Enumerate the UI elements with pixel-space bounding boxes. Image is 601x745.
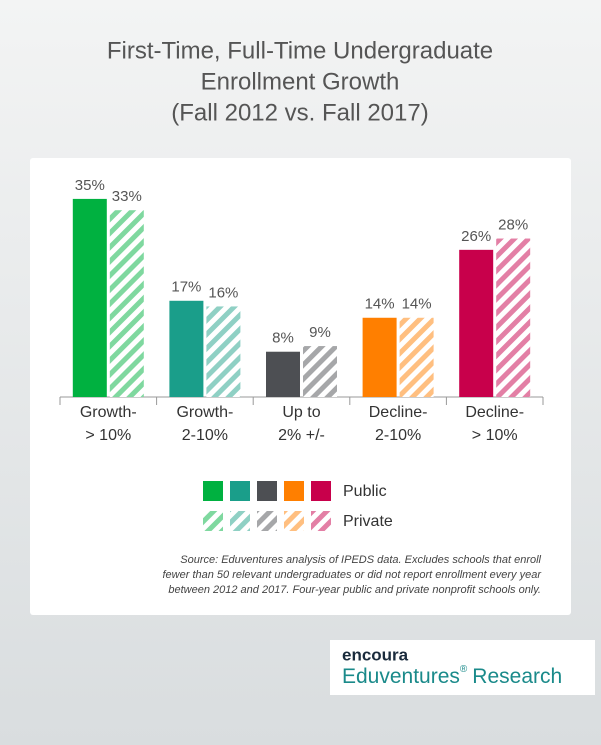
data-label: 28% — [498, 216, 528, 233]
bar — [72, 198, 107, 397]
x-tick-label: Decline- — [465, 404, 524, 421]
legend-swatch — [230, 481, 250, 501]
x-tick-label: 2-10% — [182, 427, 228, 444]
data-label: 16% — [208, 284, 238, 301]
source-note: fewer than 50 relevant undergraduates or… — [163, 569, 543, 581]
x-tick-label: > 10% — [472, 427, 518, 444]
data-label: 33% — [112, 188, 142, 205]
chart-title: (Fall 2012 vs. Fall 2017) — [171, 99, 428, 126]
legend-swatch — [257, 511, 277, 531]
bar — [399, 317, 434, 397]
legend-swatch — [230, 511, 250, 531]
x-tick-label: > 10% — [85, 427, 131, 444]
chart-panel — [30, 158, 571, 615]
legend-swatch — [284, 481, 304, 501]
source-note: between 2012 and 2017. Four-year public … — [168, 584, 541, 596]
x-tick-label: 2% +/- — [278, 427, 325, 444]
data-label: 8% — [272, 330, 294, 347]
data-label: 35% — [75, 177, 105, 194]
legend-label: Public — [343, 483, 387, 500]
chart-title: Enrollment Growth — [201, 68, 400, 95]
bar — [169, 300, 204, 397]
bar — [459, 249, 494, 397]
data-label: 17% — [171, 279, 201, 296]
bar — [303, 346, 337, 397]
logo-brand: encoura — [342, 645, 409, 664]
data-label: 9% — [309, 324, 331, 341]
data-label: 14% — [365, 296, 395, 313]
source-note: Source: Eduventures analysis of IPEDS da… — [180, 554, 541, 566]
legend-label: Private — [343, 513, 393, 530]
bar — [362, 317, 397, 397]
logo-mark: ® — [460, 664, 468, 675]
legend-swatch — [203, 511, 223, 531]
x-tick-label: Decline- — [369, 404, 428, 421]
legend-swatch — [203, 481, 223, 501]
logo-org: Eduventures — [342, 665, 460, 688]
legend-swatch — [311, 511, 331, 531]
bar — [266, 351, 300, 397]
bar — [109, 210, 144, 397]
x-tick-label: Growth- — [80, 404, 137, 421]
x-tick-label: Growth- — [176, 404, 233, 421]
chart-title: First-Time, Full-Time Undergraduate — [107, 37, 493, 64]
legend-swatch — [284, 511, 304, 531]
data-label: 14% — [402, 296, 432, 313]
data-label: 26% — [461, 228, 491, 245]
legend-swatch — [311, 481, 331, 501]
bar — [206, 306, 241, 397]
x-tick-label: 2-10% — [375, 427, 421, 444]
bar — [496, 238, 531, 397]
logo-name: Eduventures® Research — [342, 664, 562, 688]
logo-suffix: Research — [472, 665, 562, 688]
logo-box — [330, 640, 595, 695]
x-tick-label: Up to — [282, 404, 320, 421]
legend-swatch — [257, 481, 277, 501]
